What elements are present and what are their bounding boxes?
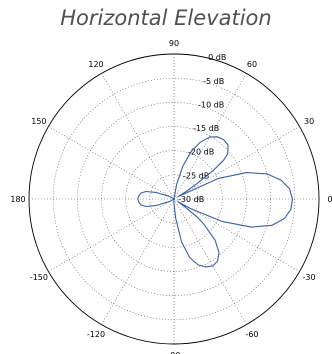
angle-tick-label: -90: [167, 351, 180, 354]
radial-tick-label: -20 dB: [188, 148, 214, 157]
grid-spoke: [101, 198, 175, 325]
grid-spoke: [173, 198, 247, 325]
angle-tick-labels: 0 30 60 90 120 150 180 -150 -120 -90 -60 -30: [10, 39, 332, 354]
radial-tick-label: -10 dB: [198, 100, 224, 109]
polar-grid: [28, 53, 320, 345]
radial-tick-label: 0 dB: [208, 53, 226, 62]
angle-tick-label: 150: [31, 117, 46, 126]
grid-spoke: [48, 126, 175, 200]
radial-tick-label: -30 dB: [178, 195, 204, 204]
grid-spoke: [48, 198, 175, 272]
angle-tick-label: -120: [87, 330, 105, 339]
radial-tick-label: -15 dB: [193, 124, 219, 133]
series-layer: [137, 136, 293, 268]
series-line: [137, 136, 293, 268]
grid-spoke: [173, 198, 300, 272]
angle-tick-label: 90: [169, 39, 179, 48]
angle-tick-label: 180: [10, 195, 25, 204]
radial-tick-labels: 0 dB -5 dB -10 dB -15 dB -20 dB -25 dB -30 dB: [178, 53, 226, 204]
grid-spoke: [173, 73, 247, 200]
angle-tick-label: 0: [327, 195, 332, 204]
chart-title: Horizontal Elevation: [60, 6, 272, 30]
angle-tick-label: -150: [30, 273, 48, 282]
radial-tick-label: -5 dB: [203, 77, 224, 86]
angle-tick-label: -30: [303, 273, 316, 282]
angle-tick-label: 60: [247, 60, 257, 69]
angle-tick-label: 120: [88, 60, 103, 69]
angle-tick-label: 30: [304, 117, 314, 126]
grid-spoke: [101, 73, 175, 200]
radial-tick-label: -25 dB: [183, 171, 209, 180]
angle-tick-label: -60: [245, 330, 258, 339]
grid-spoke: [173, 126, 300, 200]
